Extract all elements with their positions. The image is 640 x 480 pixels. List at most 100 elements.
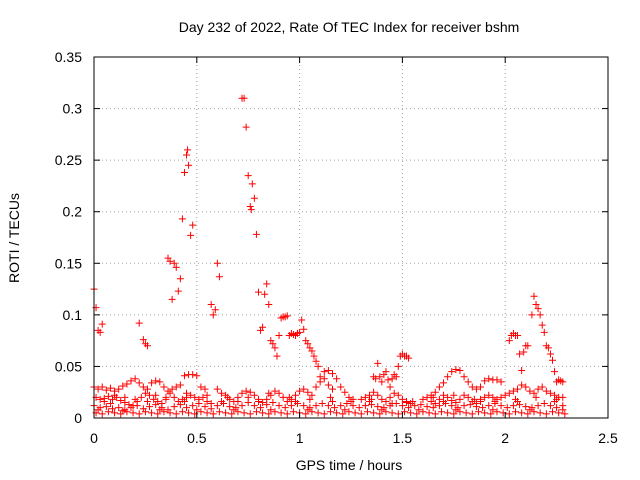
data-point <box>197 408 205 416</box>
x-tick-label: 2 <box>501 430 509 446</box>
data-point <box>96 328 104 336</box>
data-point <box>279 393 287 401</box>
data-point <box>275 331 283 339</box>
data-point <box>121 393 129 401</box>
data-point <box>244 393 252 401</box>
data-point <box>456 408 464 416</box>
data-point <box>474 408 482 416</box>
data-point <box>156 378 164 386</box>
y-tick-labels: 0 0.05 0.1 0.15 0.2 0.25 0.3 0.35 <box>55 49 82 426</box>
data-point <box>530 292 538 300</box>
data-point <box>382 397 390 405</box>
data-point <box>201 385 209 393</box>
data-point <box>267 406 275 414</box>
data-point <box>265 301 273 309</box>
data-point <box>326 393 334 401</box>
data-point <box>481 393 489 401</box>
data-point <box>141 408 149 416</box>
chart-title: Day 232 of 2022, Rate Of TEC Index for r… <box>179 19 520 35</box>
data-point <box>374 391 382 399</box>
data-point <box>127 377 135 385</box>
data-point <box>388 400 396 408</box>
data-point <box>156 406 164 414</box>
data-point <box>187 391 195 399</box>
data-point <box>366 397 374 405</box>
data-point <box>189 371 197 379</box>
data-point <box>398 395 406 403</box>
data-point <box>328 397 336 405</box>
x-tick-label: 1.5 <box>393 430 413 446</box>
data-point <box>195 400 203 408</box>
data-point <box>106 384 114 392</box>
data-point <box>548 408 556 416</box>
data-point <box>250 194 258 202</box>
data-point <box>133 402 141 410</box>
data-point <box>265 410 273 418</box>
data-point <box>240 94 248 102</box>
data-point <box>312 383 320 391</box>
data-point <box>320 368 328 376</box>
data-point <box>551 397 559 405</box>
data-point <box>444 409 452 417</box>
data-point <box>131 375 139 383</box>
data-point <box>242 387 250 395</box>
data-point <box>143 342 151 350</box>
data-point <box>213 402 221 410</box>
data-point <box>370 409 378 417</box>
data-point <box>479 404 487 412</box>
data-point <box>460 402 468 410</box>
data-point <box>505 410 513 418</box>
data-point <box>152 391 160 399</box>
data-point <box>217 389 225 397</box>
data-point <box>222 409 230 417</box>
data-point <box>172 383 180 391</box>
data-point <box>514 331 522 339</box>
y-tick-label: 0.2 <box>63 204 83 220</box>
data-point <box>189 221 197 229</box>
data-point <box>162 395 170 403</box>
data-point <box>409 397 417 405</box>
axis-ticks <box>93 56 609 419</box>
x-tick-label: 2.5 <box>598 430 618 446</box>
data-point <box>546 350 554 358</box>
data-point <box>460 391 468 399</box>
data-point <box>246 388 254 396</box>
data-point <box>444 373 452 381</box>
data-point <box>333 375 341 383</box>
y-tick-label: 0.25 <box>55 152 82 168</box>
data-point <box>538 383 546 391</box>
data-point <box>437 408 445 416</box>
data-point <box>115 385 123 393</box>
data-point <box>119 407 127 415</box>
x-tick-label: 1 <box>296 430 304 446</box>
data-point <box>493 376 501 384</box>
data-point <box>378 406 386 414</box>
data-point <box>347 397 355 405</box>
data-point <box>528 311 536 319</box>
data-point <box>104 408 112 416</box>
data-point <box>283 397 291 405</box>
data-point <box>427 397 435 405</box>
grid-lines <box>94 57 608 418</box>
data-point <box>472 385 480 393</box>
data-point <box>143 397 151 405</box>
data-point <box>308 408 316 416</box>
data-point <box>135 410 143 418</box>
data-point <box>511 408 519 416</box>
data-point <box>316 378 324 386</box>
data-point <box>456 367 464 375</box>
data-point <box>509 387 517 395</box>
data-point <box>450 391 458 399</box>
data-point <box>240 409 248 417</box>
data-point <box>390 389 398 397</box>
data-point <box>403 397 411 405</box>
data-point <box>546 389 554 397</box>
data-point <box>152 401 160 409</box>
data-point <box>497 402 505 410</box>
data-point <box>230 406 238 414</box>
data-point <box>518 409 526 417</box>
data-point <box>146 403 154 411</box>
data-point <box>242 123 250 131</box>
data-point <box>376 410 384 418</box>
data-point <box>349 402 357 410</box>
